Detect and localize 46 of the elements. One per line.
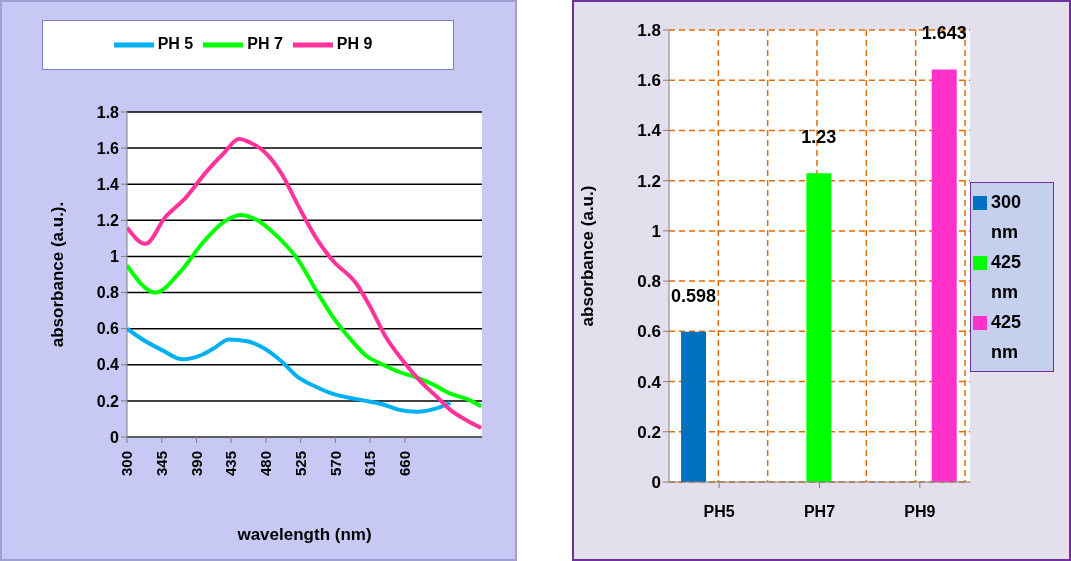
x-tick-label: 525 [291, 451, 309, 477]
data-label: 0.598 [671, 285, 717, 306]
x-tick-label: 345 [152, 451, 170, 477]
legend-label: 425 nm [991, 251, 1023, 304]
x-axis-title: wavelength (nm) [236, 525, 372, 544]
x-tick-label: PH9 [904, 503, 936, 521]
y-tick-label: 1 [110, 248, 120, 266]
y-tick-label: 0 [651, 473, 661, 493]
y-tick-label: 0.4 [637, 372, 662, 392]
y-tick-label: 1.6 [637, 71, 661, 91]
y-tick-label: 0.8 [637, 272, 661, 292]
x-tick-label: 615 [361, 451, 379, 477]
y-tick-label: 0.6 [96, 320, 120, 338]
y-tick-label: 0.2 [96, 392, 120, 410]
x-tick-label: PH7 [803, 503, 836, 521]
y-tick-label: 0.2 [637, 422, 661, 442]
y-axis-title: absorbance (a.u.) [578, 185, 598, 327]
y-tick-label: 1.4 [637, 121, 662, 141]
y-tick-label: 1.8 [637, 21, 661, 41]
y-tick-label: 1.2 [637, 171, 661, 191]
y-axis-title: absorbance (a.u.). [48, 201, 68, 348]
line-series [127, 212, 482, 409]
legend-label: 425 nm [991, 311, 1023, 364]
legend-label: PH 5 [157, 35, 194, 53]
y-tick-label: 1 [651, 221, 661, 241]
y-tick-label: 1.2 [96, 212, 120, 230]
legend-label: 300 nm [991, 191, 1023, 244]
legend-label: PH 7 [247, 35, 283, 53]
x-tick-label: 435 [222, 451, 240, 477]
y-tick-label: 0.8 [96, 284, 120, 302]
x-tick-label: 300 [118, 451, 136, 477]
y-tick-label: 0 [110, 428, 120, 446]
x-tick-label: 660 [396, 451, 414, 477]
line-series [127, 137, 482, 430]
line-series [127, 326, 453, 414]
x-tick-label: 480 [257, 451, 275, 477]
x-tick-label: 570 [326, 451, 344, 477]
y-tick-label: 0.4 [96, 356, 120, 374]
y-tick-label: 1.4 [96, 175, 120, 193]
y-tick-label: 1.8 [96, 103, 120, 121]
legend-label: PH 9 [336, 35, 373, 53]
y-tick-label: 1.6 [96, 139, 120, 157]
data-label: 1.23 [801, 127, 837, 148]
x-tick-label: PH5 [703, 503, 735, 521]
x-tick-label: 390 [187, 451, 205, 477]
y-tick-label: 0.6 [637, 322, 661, 342]
